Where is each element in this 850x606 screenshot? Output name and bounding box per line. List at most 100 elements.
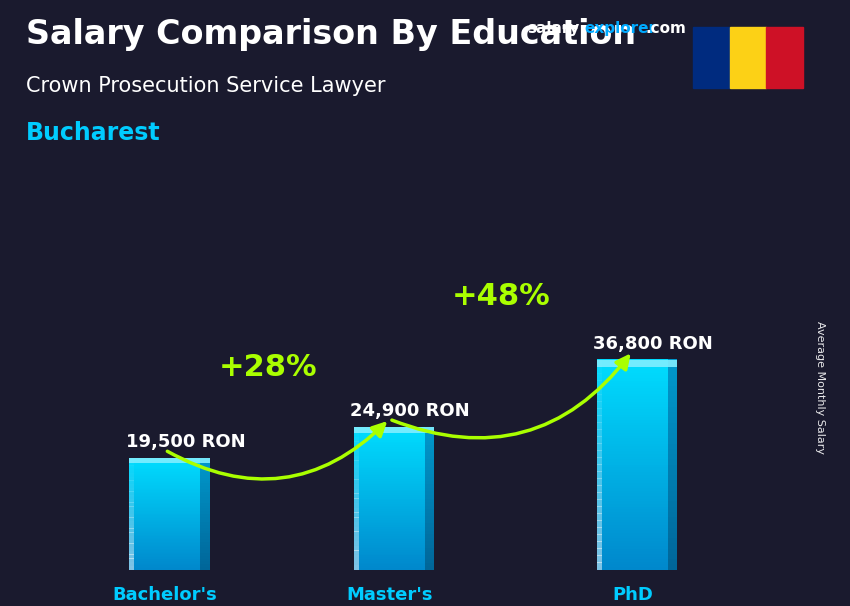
Bar [354,427,434,433]
Bar [354,564,425,566]
Bar [354,557,425,559]
Bar [129,558,134,562]
Bar [597,448,668,451]
Bar [668,559,677,564]
Bar [129,540,201,542]
Bar [129,562,134,566]
Bar [354,519,425,522]
Bar [668,427,677,433]
Bar [597,534,602,542]
Bar [354,481,425,482]
Bar [597,380,602,388]
Bar [354,562,425,564]
Bar [129,469,201,471]
Bar [129,518,134,521]
Bar [354,509,425,511]
Bar [129,490,201,491]
Bar [597,545,668,548]
Bar [597,485,602,493]
Bar [597,555,602,562]
Bar [597,425,668,428]
Bar [597,462,668,465]
Bar [129,483,201,485]
Bar [201,469,210,472]
Bar [597,548,602,556]
Bar [129,524,201,525]
Bar [354,534,425,536]
Bar [668,553,677,559]
Bar [597,362,668,365]
Bar [129,510,134,514]
Bar [425,445,434,449]
Bar [425,491,434,495]
Bar [201,488,210,491]
Bar [597,456,668,459]
Bar [354,503,359,508]
Bar [129,465,134,470]
Bar [201,464,210,467]
Bar [597,359,602,367]
Bar [354,565,359,570]
Bar [597,404,668,407]
Bar [597,472,668,475]
Bar [129,531,201,533]
Bar [668,533,677,538]
Bar [129,512,201,514]
Bar [597,562,602,570]
Bar [597,443,602,451]
Bar [597,383,668,386]
Bar [425,481,434,484]
Bar [354,427,425,429]
Bar [129,545,201,547]
Bar [354,432,359,437]
Bar [129,470,201,472]
Bar [668,448,677,454]
Bar [201,511,210,514]
Bar [354,502,425,504]
Bar [425,477,434,481]
Bar [597,509,668,512]
Text: 24,900 RON: 24,900 RON [350,402,470,421]
Bar [129,525,201,527]
Bar [354,560,359,565]
Bar [129,528,134,533]
Bar [201,502,210,505]
Bar [129,519,201,521]
Bar [597,522,668,525]
Bar [129,565,201,567]
Bar [129,465,201,467]
Bar [354,514,425,516]
Bar [354,521,425,524]
Bar [354,555,359,560]
Bar [668,407,677,412]
Bar [129,472,201,474]
Bar [354,517,359,522]
Bar [354,484,359,489]
Bar [201,516,210,519]
Bar [668,496,677,501]
Bar [354,566,425,568]
Bar [354,456,425,458]
Bar [354,466,425,468]
Bar [597,441,668,444]
Bar [354,493,425,495]
Bar [129,478,201,479]
Bar [668,417,677,422]
Bar [354,431,425,433]
Bar [354,496,425,499]
Bar [129,484,201,486]
Bar [354,541,425,543]
Bar [201,536,210,539]
Bar [129,511,201,513]
Bar [354,505,425,507]
Bar [354,545,359,551]
Bar [425,494,434,499]
Bar [354,438,425,440]
Bar [354,445,425,447]
Bar [201,483,210,486]
Bar [597,393,668,396]
Bar [201,519,210,522]
Bar [597,458,602,465]
Bar [201,497,210,500]
Bar [597,478,668,481]
